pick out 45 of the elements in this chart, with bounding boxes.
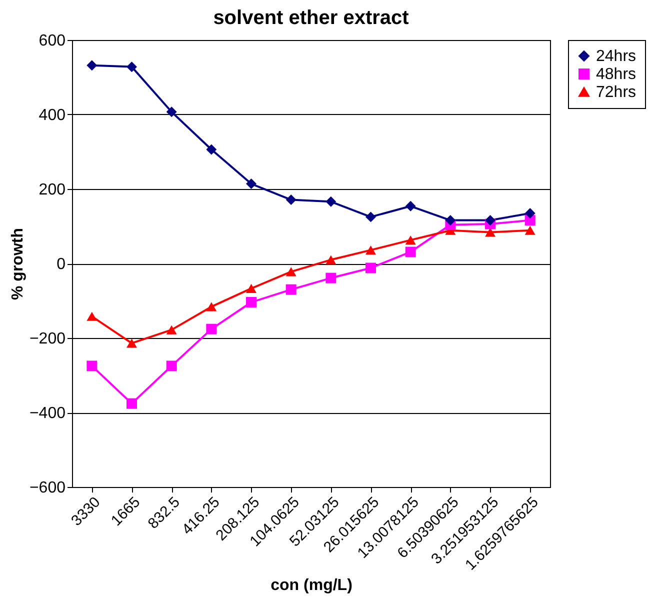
y-tick-label: −200 bbox=[29, 330, 66, 348]
legend-label: 48hrs bbox=[596, 66, 636, 83]
point bbox=[86, 312, 98, 321]
legend-label: 72hrs bbox=[596, 84, 636, 101]
y-tick-label: 600 bbox=[38, 32, 66, 50]
y-tick-label: 0 bbox=[56, 256, 66, 273]
y-tick-label: 400 bbox=[38, 107, 66, 124]
point bbox=[126, 62, 137, 72]
point bbox=[326, 255, 336, 264]
point bbox=[326, 196, 336, 207]
point bbox=[485, 228, 496, 237]
legend-label: 24hrs bbox=[596, 48, 636, 65]
point bbox=[166, 360, 177, 372]
point bbox=[206, 324, 217, 334]
point bbox=[166, 325, 177, 334]
x-axis-title: con (mg/L) bbox=[270, 576, 352, 594]
point bbox=[286, 194, 296, 206]
point bbox=[126, 338, 137, 348]
point bbox=[126, 398, 137, 409]
chart-title: solvent ether extract bbox=[213, 7, 410, 29]
point bbox=[366, 212, 376, 222]
point bbox=[485, 215, 496, 226]
y-axis-title: % growth bbox=[9, 228, 26, 300]
point bbox=[405, 235, 416, 245]
y-tick-label: 200 bbox=[38, 182, 66, 198]
point bbox=[86, 60, 98, 71]
point bbox=[246, 296, 256, 308]
point bbox=[246, 284, 256, 293]
point bbox=[166, 106, 177, 118]
point bbox=[405, 246, 416, 258]
point bbox=[524, 208, 536, 218]
point bbox=[206, 302, 217, 312]
point bbox=[286, 267, 296, 276]
point bbox=[366, 262, 376, 274]
point bbox=[286, 284, 296, 295]
point bbox=[206, 144, 217, 155]
point bbox=[366, 246, 376, 255]
point bbox=[445, 215, 456, 226]
point bbox=[326, 272, 336, 284]
y-tick-label: −400 bbox=[29, 405, 66, 422]
point bbox=[405, 200, 416, 212]
point bbox=[246, 178, 256, 190]
point bbox=[524, 226, 536, 235]
y-tick-label: −600 bbox=[29, 480, 66, 496]
point bbox=[86, 360, 98, 372]
